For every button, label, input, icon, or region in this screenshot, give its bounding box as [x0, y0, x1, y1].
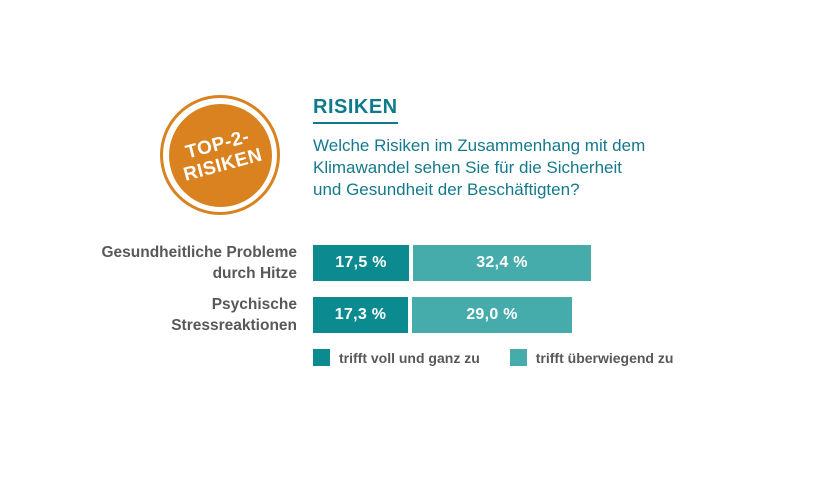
badge-label: TOP-2- RISIKEN: [176, 124, 264, 185]
question-line: und Gesundheit der Beschäftigten?: [313, 180, 580, 199]
question-line: Welche Risiken im Zusammenhang mit dem: [313, 136, 646, 155]
top2-risiken-badge: TOP-2- RISIKEN: [160, 95, 280, 215]
legend-item: trifft voll und ganz zu: [313, 349, 480, 366]
header-block: RISIKEN Welche Risiken im Zusammenhang m…: [313, 96, 645, 201]
legend-swatch: [509, 349, 527, 366]
question-text: Welche Risiken im Zusammenhang mit dem K…: [313, 135, 645, 201]
chart-row: Psychische Stressreaktionen 17,3 % 29,0 %: [0, 296, 820, 334]
stacked-bar-chart: Gesundheitliche Probleme durch Hitze 17,5…: [0, 244, 820, 349]
legend-swatch: [313, 349, 330, 366]
chart-legend: trifft voll und ganz zu trifft überwiegen…: [313, 349, 673, 366]
bar-segment: 17,3 %: [313, 297, 408, 333]
badge-inner-disc: TOP-2- RISIKEN: [168, 103, 272, 207]
chart-row: Gesundheitliche Probleme durch Hitze 17,5…: [0, 244, 820, 282]
legend-item: trifft überwiegend zu: [509, 349, 674, 366]
legend-label: trifft überwiegend zu: [535, 349, 674, 366]
category-label: Psychische Stressreaktionen: [171, 296, 297, 334]
bar-segment: 17,5 %: [313, 245, 409, 281]
category-label: Gesundheitliche Probleme durch Hitze: [101, 244, 297, 282]
bar-segment: 32,4 %: [413, 245, 591, 281]
bar-group: 17,5 % 32,4 %: [313, 245, 591, 281]
legend-label: trifft voll und ganz zu: [339, 349, 480, 366]
bar-segment: 29,0 %: [412, 297, 572, 333]
question-line: Klimawandel sehen Sie für die Sicherheit: [313, 158, 623, 177]
bar-group: 17,3 % 29,0 %: [313, 297, 572, 333]
section-title: RISIKEN: [313, 96, 398, 124]
